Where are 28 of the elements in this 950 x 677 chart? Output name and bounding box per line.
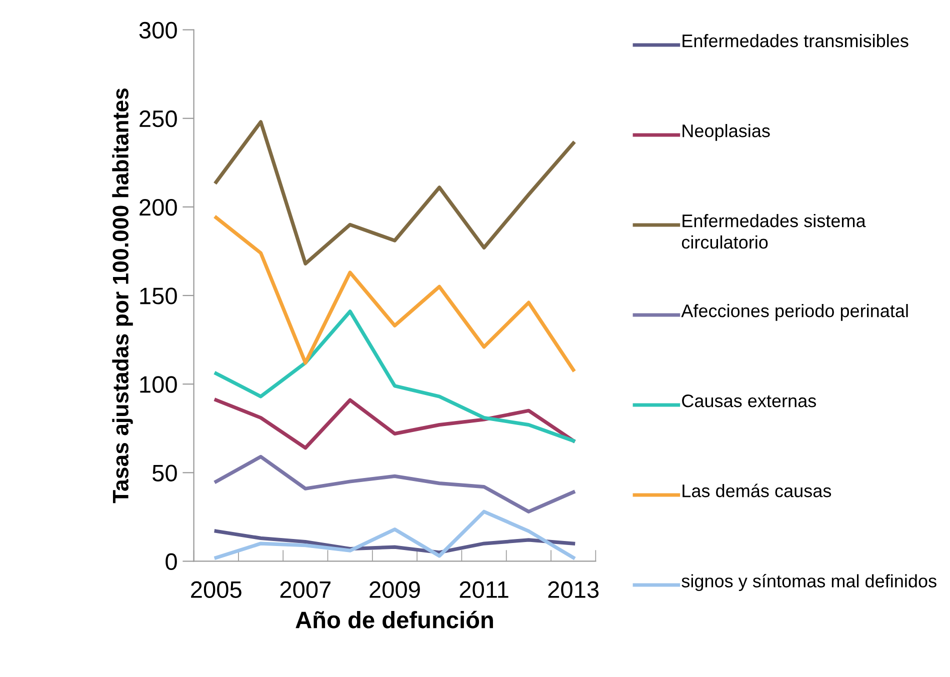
y-tick-label: 300 [139, 22, 177, 39]
line-series [214, 120, 576, 266]
line-series [214, 510, 576, 560]
line-series [214, 216, 576, 372]
y-tick-label: 200 [140, 199, 177, 216]
x-tick-label: 2011 [460, 581, 508, 598]
y-tick-label: 100 [140, 376, 177, 393]
x-tick-label: 2005 [191, 581, 242, 598]
line-series [214, 529, 576, 554]
legend-label: Afecciones periodo perinatal [681, 304, 908, 321]
x-tick-label: 2007 [280, 581, 331, 598]
y-tick-label: 250 [140, 110, 177, 128]
legend-label: Enfermedades sistema circulatorio [682, 214, 866, 249]
line-series [214, 398, 576, 450]
y-tick-label: 150 [140, 288, 177, 304]
legend-label: Las demás causas [682, 484, 832, 498]
x-axis-title: Año de defunción [296, 610, 493, 628]
legend-label: signos y síntomas mal definidos [682, 574, 936, 592]
y-tick-label: 0 [166, 553, 177, 570]
legend-label: Enfermedades transmisibles [682, 34, 908, 48]
x-tick-label: 2009 [370, 581, 420, 598]
line-series [214, 454, 576, 514]
x-tick-label: 2013 [548, 581, 599, 598]
line-series [214, 310, 576, 443]
legend-label: Neoplasias [682, 124, 770, 141]
y-tick-label: 50 [152, 464, 177, 482]
y-axis-title: Tasas ajustadas por 100.000 habitantes [112, 88, 133, 504]
legend-label: Causas externas [682, 394, 816, 408]
